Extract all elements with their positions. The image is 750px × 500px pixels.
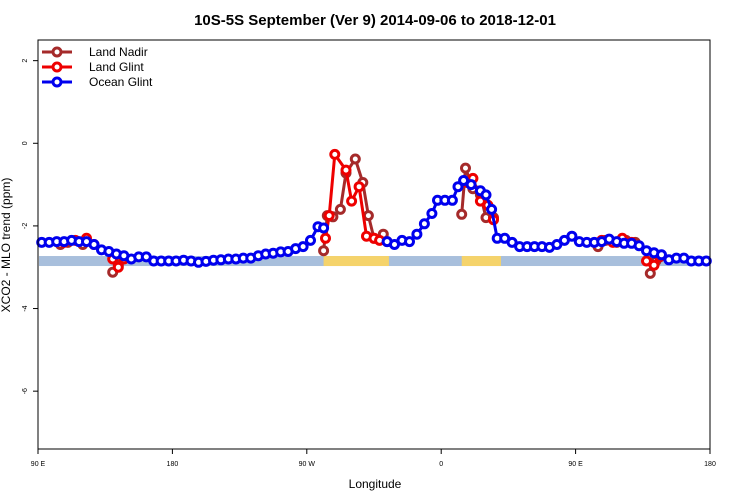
legend-marker-land-glint	[51, 61, 63, 73]
x-tick-label-5: 180	[704, 461, 716, 468]
x-tick-label-4: 90 E	[568, 461, 583, 468]
data-point-land-glint-1-1	[112, 261, 124, 273]
x-tick-label-0: 90 E	[31, 461, 46, 468]
data-point-ocean-glint-1-12	[465, 179, 477, 191]
data-point-ocean-glint-0-35	[297, 241, 309, 253]
data-point-ocean-glint-0-38	[318, 222, 330, 234]
data-point-land-glint-2-3	[340, 164, 352, 176]
legend-label-ocean-glint: Ocean Glint	[89, 75, 153, 89]
y-tick-label-4: -6	[22, 388, 29, 394]
legend-item-land-glint: Land Glint	[42, 60, 144, 74]
data-point-ocean-glint-1-5	[418, 218, 430, 230]
y-axis-label: XCO2 - MLO trend (ppm)	[0, 178, 13, 313]
data-point-ocean-glint-1-26	[566, 230, 578, 242]
land-ocean-band	[39, 256, 709, 267]
data-point-ocean-glint-1-3	[404, 236, 415, 248]
data-point-ocean-glint-1-44	[700, 255, 712, 267]
data-point-land-glint-2-0	[320, 232, 331, 244]
data-point-ocean-glint-1-4	[411, 228, 423, 240]
y-tick-label-1: 0	[22, 141, 29, 145]
data-point-ocean-glint-1-35	[633, 240, 645, 252]
chart-title: 10S-5S September (Ver 9) 2014-09-06 to 2…	[194, 12, 556, 29]
data-point-ocean-glint-1-9	[446, 194, 458, 206]
data-point-land-glint-2-4	[346, 195, 358, 207]
data-point-land-nadir-5-0	[644, 267, 656, 279]
series-ocean-glint	[36, 175, 712, 268]
legend-label-land-nadir: Land Nadir	[89, 45, 148, 59]
land-band-segment-0	[323, 256, 389, 267]
data-point-ocean-glint-0-36	[305, 234, 316, 246]
data-point-ocean-glint-1-10	[452, 181, 464, 193]
x-tick-label-2: 90 W	[299, 461, 316, 468]
data-point-land-glint-2-2	[329, 148, 341, 160]
legend-marker-land-nadir	[51, 46, 63, 58]
x-tick-label-1: 180	[167, 461, 179, 468]
data-point-land-glint-2-5	[353, 181, 365, 193]
legend-item-land-nadir: Land Nadir	[42, 45, 148, 59]
legend-label-land-glint: Land Glint	[89, 60, 144, 74]
legend-marker-ocean-glint	[51, 76, 63, 88]
land-band-segment-1	[461, 256, 501, 267]
y-tick-label-0: 2	[22, 59, 29, 63]
data-point-ocean-glint-0-7	[88, 239, 100, 250]
data-point-ocean-glint-1-38	[656, 249, 667, 261]
data-point-ocean-glint-1-14	[480, 189, 492, 201]
data-point-land-nadir-2-7	[362, 210, 374, 222]
data-point-ocean-glint-1-15	[486, 203, 498, 215]
data-point-land-nadir-3-0	[456, 208, 468, 220]
data-point-land-glint-5-1	[648, 259, 660, 271]
axes: 90 E 180 90 W 0 90 E 180 2 0 -2 -4 -6	[22, 59, 716, 468]
data-point-ocean-glint-1-6	[426, 208, 438, 219]
x-tick-label-3: 0	[439, 461, 443, 468]
data-point-land-glint-2-1	[323, 210, 335, 222]
y-tick-label-2: -2	[22, 223, 29, 229]
series-layer	[36, 148, 712, 279]
plot-frame	[37, 39, 711, 450]
series-land-glint	[58, 148, 666, 273]
data-point-land-nadir-2-3	[334, 203, 346, 215]
y-tick-label-3: -4	[22, 305, 29, 311]
data-point-land-nadir-3-1	[460, 162, 471, 174]
x-axis-label: Longitude	[349, 477, 402, 491]
data-point-land-nadir-2-0	[318, 245, 330, 257]
data-point-land-nadir-2-5	[349, 153, 361, 165]
legend-item-ocean-glint: Ocean Glint	[42, 75, 153, 89]
